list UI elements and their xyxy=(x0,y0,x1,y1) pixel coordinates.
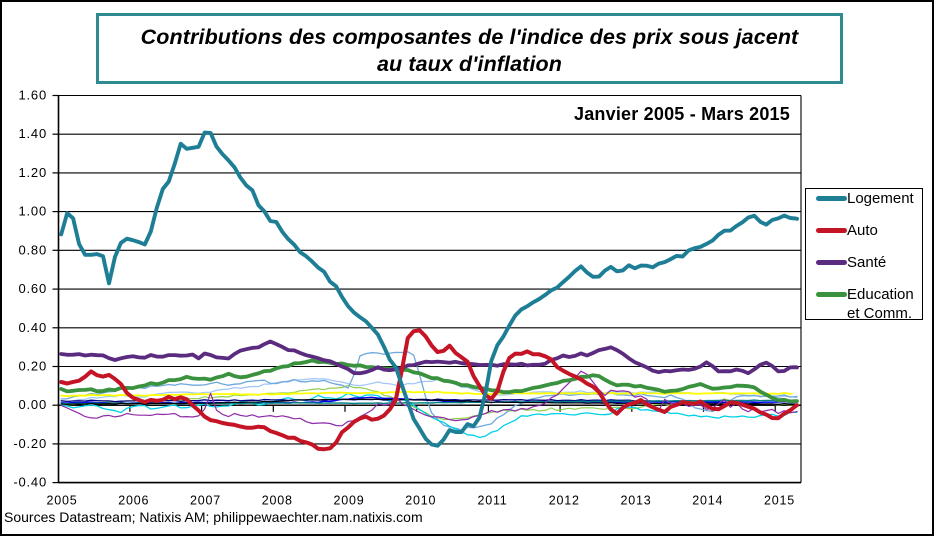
svg-text:2014: 2014 xyxy=(692,494,723,508)
svg-text:-0.40: -0.40 xyxy=(13,475,47,490)
svg-text:2013: 2013 xyxy=(620,494,651,508)
svg-text:1.60: 1.60 xyxy=(18,88,47,103)
svg-text:0.60: 0.60 xyxy=(18,281,47,296)
svg-text:0.00: 0.00 xyxy=(18,397,47,412)
svg-text:0.40: 0.40 xyxy=(18,320,47,335)
svg-text:1.00: 1.00 xyxy=(18,204,47,219)
svg-text:0.20: 0.20 xyxy=(18,359,47,374)
svg-text:2012: 2012 xyxy=(549,494,580,508)
svg-text:2015: 2015 xyxy=(764,494,795,508)
svg-text:1.40: 1.40 xyxy=(18,126,47,141)
svg-text:-0.20: -0.20 xyxy=(13,436,47,451)
svg-text:2009: 2009 xyxy=(333,494,364,508)
svg-text:0.80: 0.80 xyxy=(18,242,47,257)
svg-text:2008: 2008 xyxy=(262,494,293,508)
svg-text:2011: 2011 xyxy=(477,494,507,508)
svg-text:2007: 2007 xyxy=(190,494,221,508)
svg-text:1.20: 1.20 xyxy=(18,165,47,180)
svg-text:2006: 2006 xyxy=(118,494,149,508)
svg-text:2010: 2010 xyxy=(405,494,436,508)
svg-text:2005: 2005 xyxy=(46,494,77,508)
